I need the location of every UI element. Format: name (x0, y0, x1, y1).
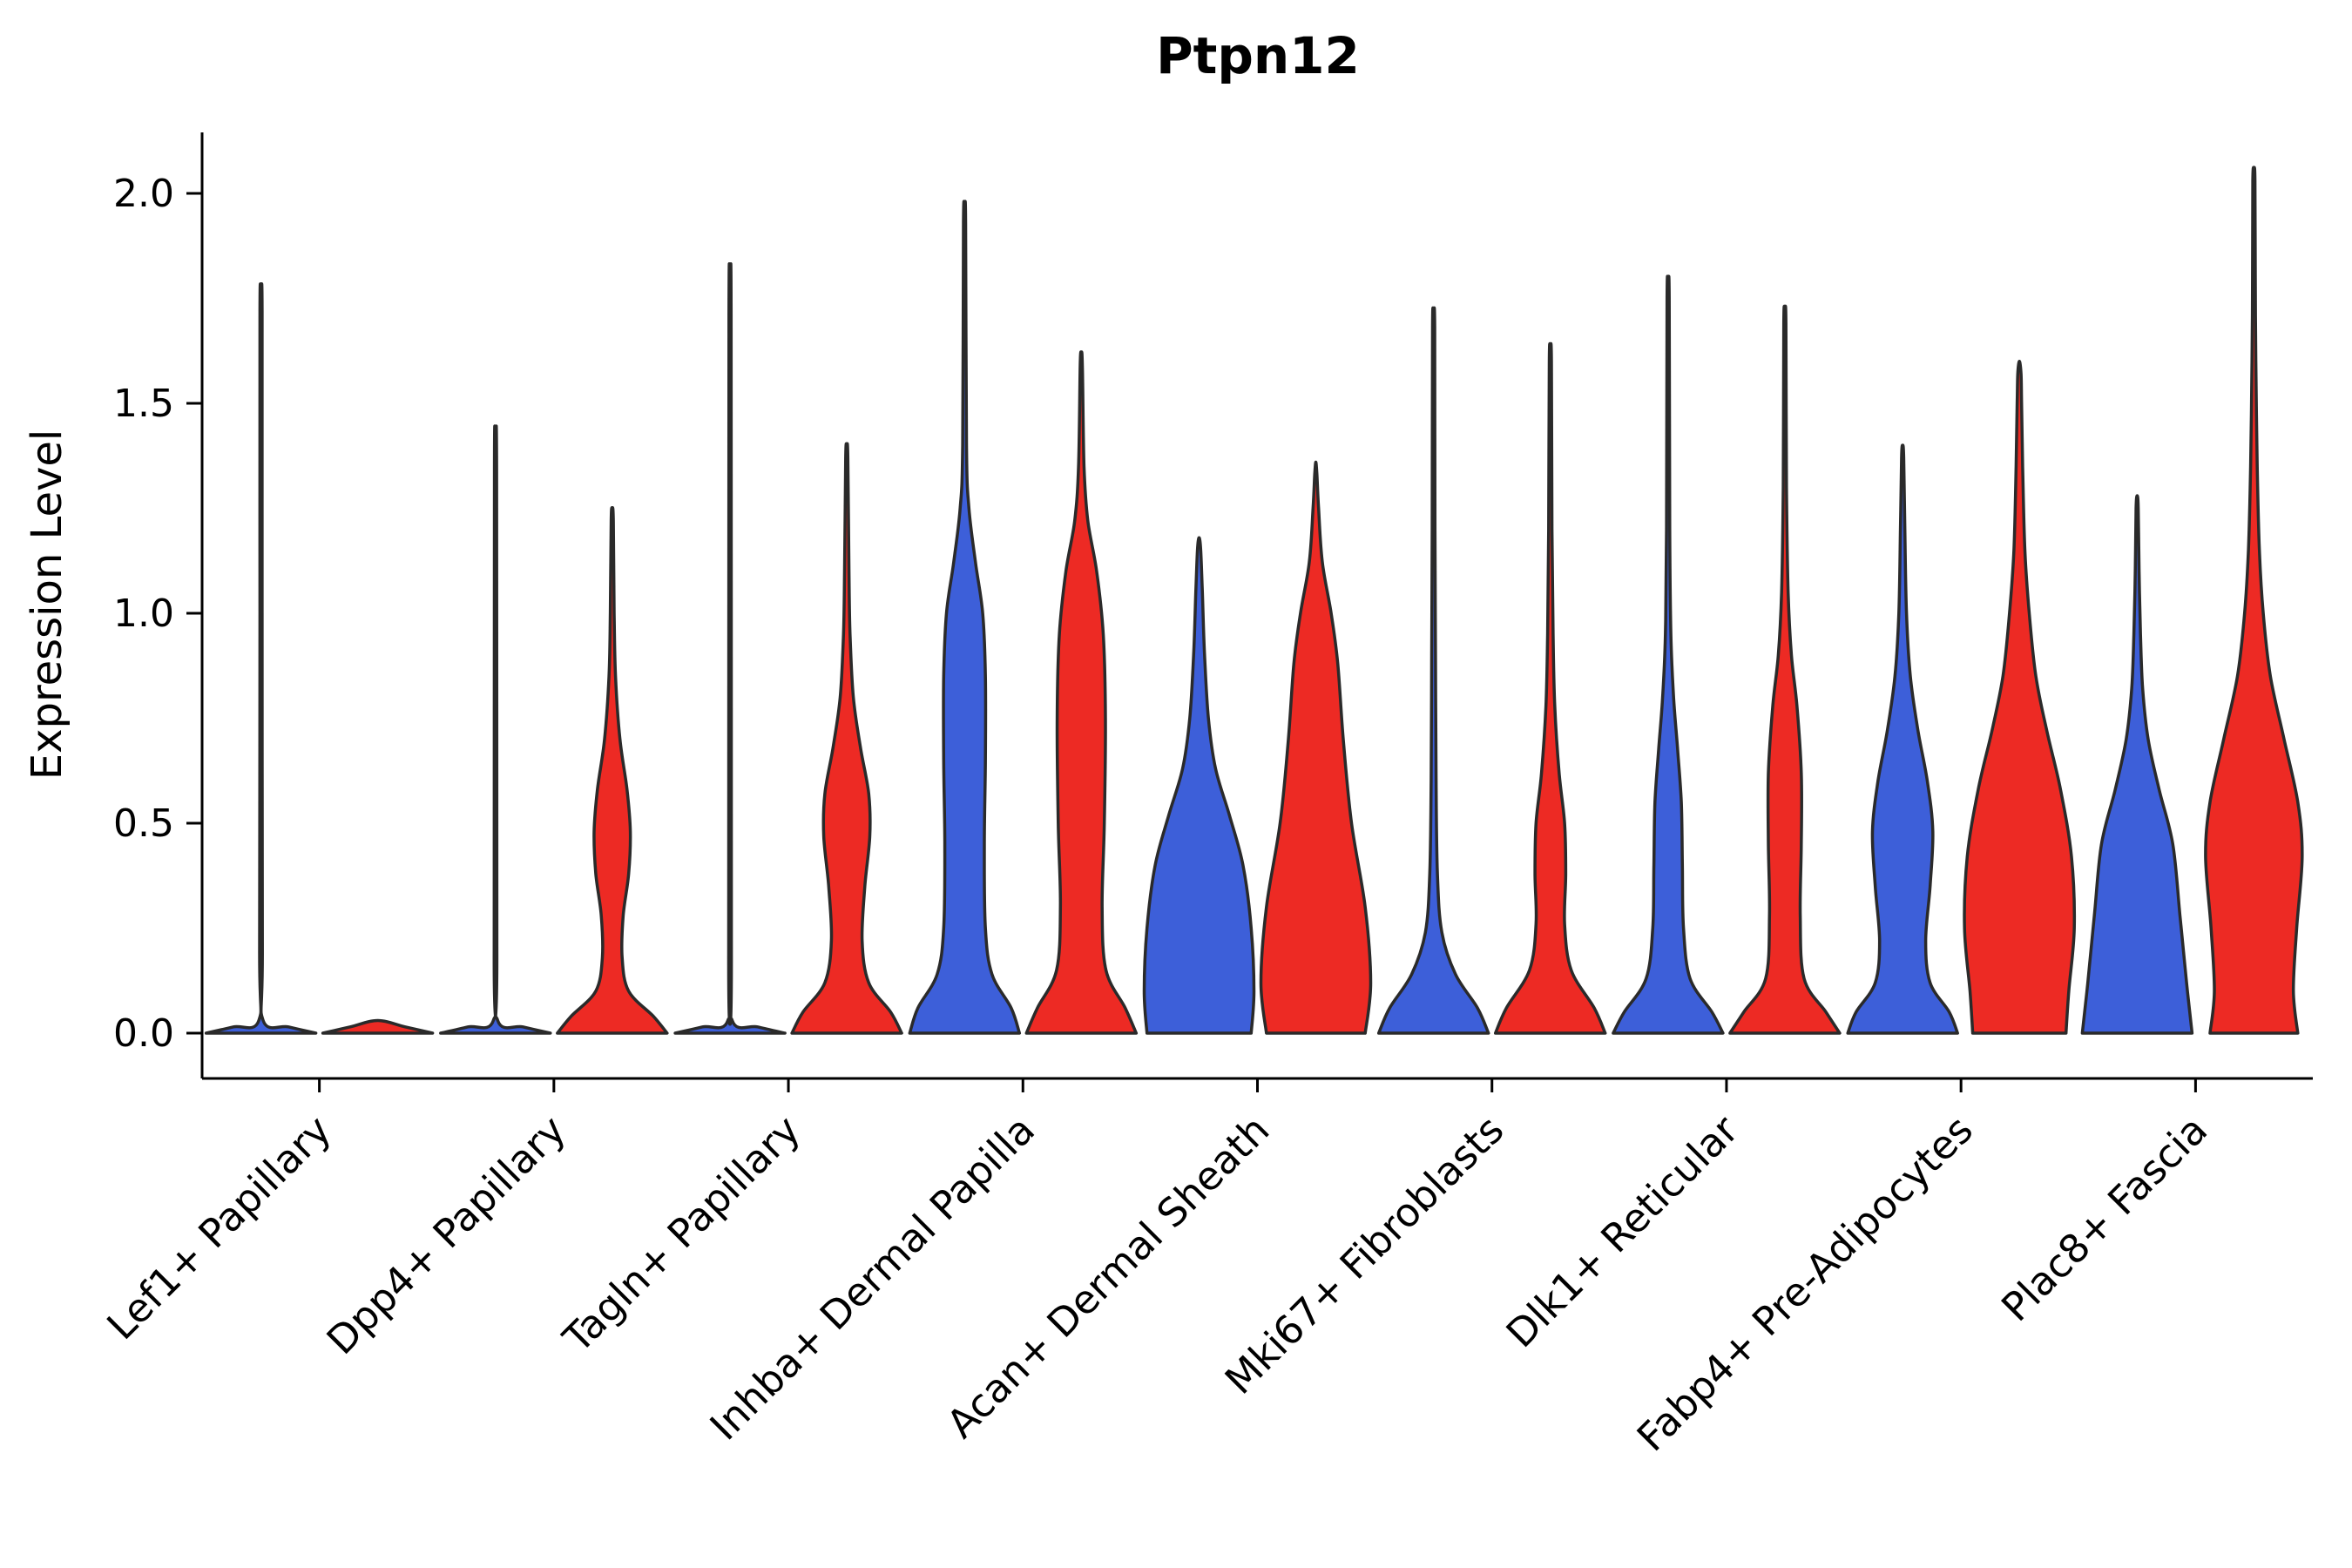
violin-blue-2 (673, 262, 787, 1035)
violin-red-3 (1024, 350, 1139, 1035)
violin-blue-8 (2080, 494, 2194, 1035)
violin-blue-0 (204, 282, 318, 1035)
violins-layer (204, 166, 2304, 1035)
violin-red-7 (1963, 360, 2077, 1035)
violin-blue-6 (1612, 274, 1725, 1035)
y-tick-label: 1.5 (113, 382, 174, 426)
x-tick-label: Dpp4+ Papillary (318, 1106, 575, 1363)
violin-blue-1 (439, 424, 552, 1035)
chart-title: Ptpn12 (1156, 26, 1360, 85)
violin-red-0 (321, 1018, 435, 1035)
x-tick-label: Dlk1+ Reticular (1497, 1106, 1747, 1356)
violin-red-6 (1728, 304, 1842, 1035)
violin-red-5 (1493, 341, 1607, 1035)
violin-red-4 (1259, 460, 1373, 1035)
violin-blue-7 (1846, 443, 1959, 1035)
y-tick-label: 0.0 (113, 1011, 174, 1056)
x-tick-label: Plac8+ Fascia (1992, 1106, 2216, 1330)
x-tick-label: Tagln+ Papillary (554, 1106, 809, 1362)
violin-red-8 (2204, 166, 2304, 1035)
y-axis-label: Expression Level (23, 429, 71, 781)
x-tick-label: Lef1+ Papillary (98, 1106, 341, 1348)
y-tick-label: 2.0 (113, 172, 174, 216)
y-tick-label: 1.0 (113, 591, 174, 636)
violin-blue-5 (1376, 306, 1490, 1035)
violin-blue-3 (908, 199, 1022, 1035)
y-tick-label: 0.5 (113, 801, 174, 846)
violin-blue-4 (1142, 536, 1256, 1035)
violin-red-2 (790, 442, 903, 1035)
violin-red-1 (556, 506, 669, 1035)
